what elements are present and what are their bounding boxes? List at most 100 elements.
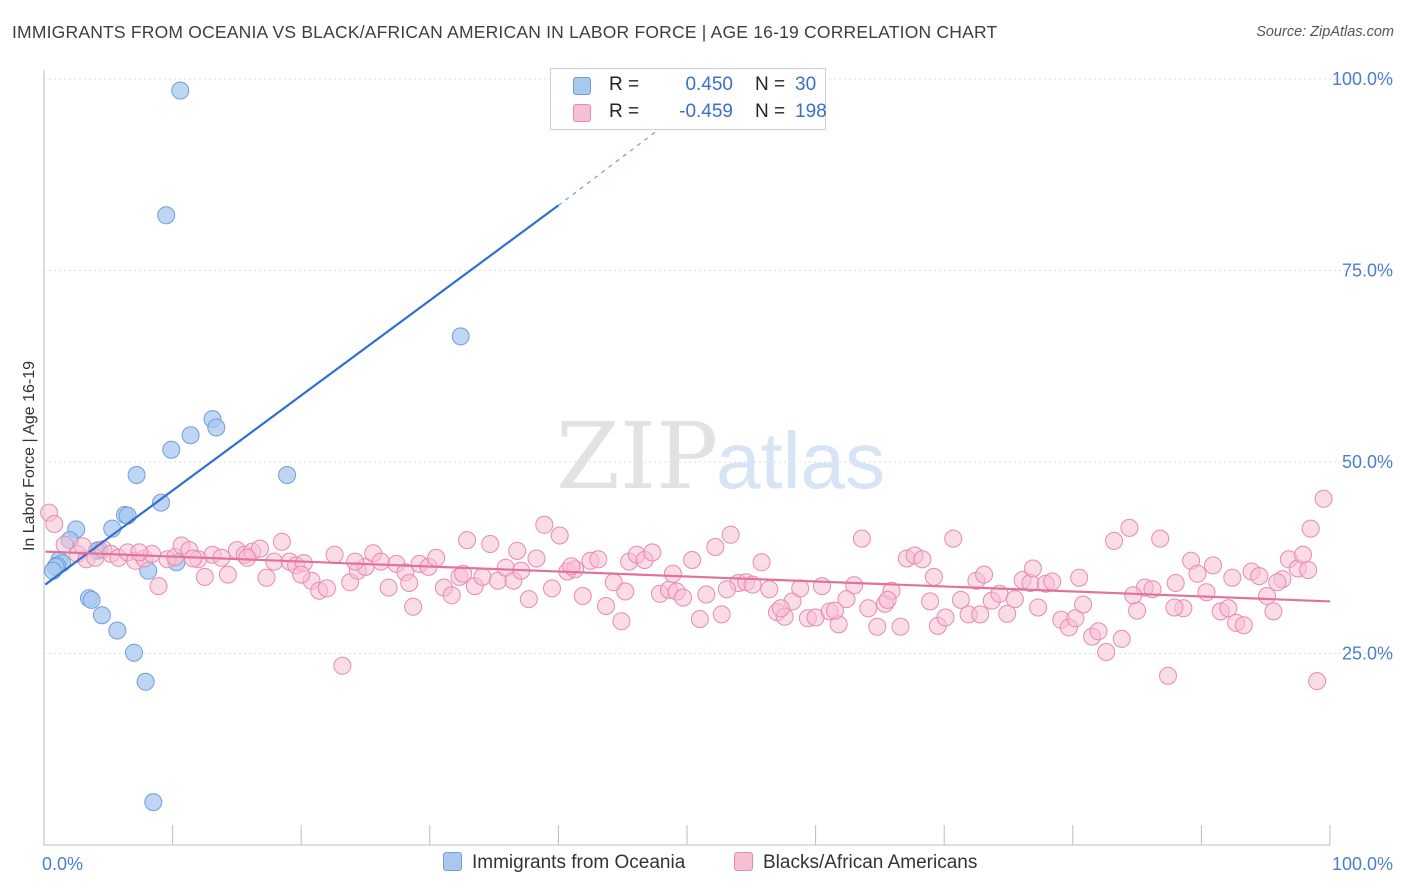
- point-black: [690, 610, 709, 628]
- point-black: [346, 552, 365, 571]
- point-oceania: [171, 81, 190, 100]
- point-black: [1165, 598, 1184, 617]
- legend-r-value: -0.459: [679, 101, 733, 122]
- point-black: [371, 552, 390, 571]
- point-black: [550, 526, 569, 545]
- legend-r-label: R =: [609, 74, 640, 95]
- point-black: [535, 515, 554, 534]
- legend-n-value: 198: [795, 101, 827, 122]
- point-black: [998, 604, 1017, 623]
- point-black: [663, 564, 682, 583]
- point-black: [272, 532, 291, 551]
- bottom-legend-label-black: Blacks/African Americans: [763, 852, 978, 873]
- point-black: [1112, 629, 1131, 648]
- point-black: [473, 567, 492, 586]
- point-black: [404, 597, 423, 616]
- bottom-legend-oceania: Immigrants from Oceania: [443, 852, 685, 874]
- point-black: [597, 597, 615, 615]
- point-black: [573, 587, 592, 605]
- point-oceania: [118, 506, 137, 525]
- point-black: [317, 579, 336, 598]
- point-black: [1223, 568, 1242, 587]
- point-black: [195, 567, 214, 586]
- bottom-legend-swatch-black: [734, 852, 753, 871]
- legend-n-label: N =: [755, 74, 786, 95]
- legend-r-label: R =: [609, 101, 640, 122]
- point-black: [1258, 587, 1276, 605]
- point-black: [519, 590, 538, 609]
- data-points: [40, 81, 1333, 812]
- point-black: [852, 529, 871, 548]
- point-black: [878, 590, 897, 609]
- point-black: [481, 535, 500, 553]
- point-black: [791, 579, 810, 598]
- point-black: [913, 550, 932, 569]
- point-black: [868, 617, 887, 636]
- point-oceania: [207, 418, 226, 437]
- trendlines: [44, 107, 1331, 603]
- y-axis-label: In Labor Force | Age 16-19: [21, 361, 38, 551]
- point-black: [458, 531, 477, 550]
- point-black: [1066, 609, 1085, 628]
- point-black: [73, 537, 92, 556]
- point-black: [721, 525, 740, 544]
- y-tick-label: 25.0%: [1342, 644, 1393, 664]
- point-oceania: [82, 590, 101, 609]
- point-black: [1074, 595, 1093, 614]
- point-oceania: [157, 206, 176, 225]
- trendline-black: [45, 550, 1331, 603]
- point-black: [379, 578, 398, 597]
- point-oceania: [162, 440, 181, 459]
- point-black: [643, 543, 662, 562]
- point-black: [612, 612, 631, 631]
- point-black: [712, 605, 731, 624]
- point-black: [1234, 616, 1253, 635]
- source-label: Source: ZipAtlas.com: [1256, 24, 1394, 40]
- point-black: [1264, 602, 1283, 621]
- point-black: [333, 656, 352, 675]
- point-black: [717, 580, 736, 599]
- point-black: [706, 538, 725, 556]
- point-black: [1105, 531, 1123, 550]
- point-black: [1166, 574, 1185, 592]
- stats-legend: R = 0.450 N = 30 R = -0.459 N = 198: [550, 68, 827, 130]
- point-black: [752, 553, 771, 572]
- point-black: [1188, 564, 1207, 583]
- point-black: [257, 568, 276, 587]
- point-black: [130, 543, 149, 562]
- point-black: [1159, 666, 1177, 685]
- legend-swatch-black: [573, 104, 591, 122]
- point-oceania: [152, 493, 170, 512]
- point-black: [1029, 598, 1048, 617]
- point-black: [454, 564, 473, 583]
- point-black: [238, 548, 257, 567]
- point-black: [771, 599, 790, 618]
- point-black: [1268, 573, 1287, 592]
- x-tick-label-start: 0.0%: [42, 854, 83, 874]
- bottom-legend-black: Blacks/African Americans: [734, 852, 977, 874]
- point-black: [1301, 519, 1320, 538]
- point-black: [1070, 568, 1089, 587]
- point-oceania: [451, 327, 470, 346]
- point-black: [1219, 599, 1238, 618]
- point-black: [683, 551, 702, 569]
- point-black: [400, 574, 419, 592]
- point-black: [442, 586, 461, 605]
- point-black: [813, 577, 831, 596]
- point-black: [1128, 601, 1147, 620]
- point-black: [1005, 590, 1024, 609]
- x-tick-label-end: 100.0%: [1332, 854, 1393, 874]
- point-black: [1043, 572, 1062, 591]
- bottom-legend-label-oceania: Immigrants from Oceania: [472, 852, 686, 873]
- point-black: [837, 590, 856, 609]
- y-tick-label: 50.0%: [1342, 452, 1393, 472]
- point-black: [936, 608, 955, 627]
- point-black: [1089, 622, 1108, 641]
- point-black: [45, 515, 64, 533]
- point-black: [1120, 518, 1139, 537]
- legend-n-label: N =: [755, 101, 786, 122]
- legend-swatch-oceania: [573, 77, 591, 95]
- point-black: [508, 541, 527, 560]
- point-black: [825, 601, 844, 620]
- tick-labels: 25.0% 50.0% 75.0% 100.0% 0.0% 100.0%: [42, 69, 1393, 874]
